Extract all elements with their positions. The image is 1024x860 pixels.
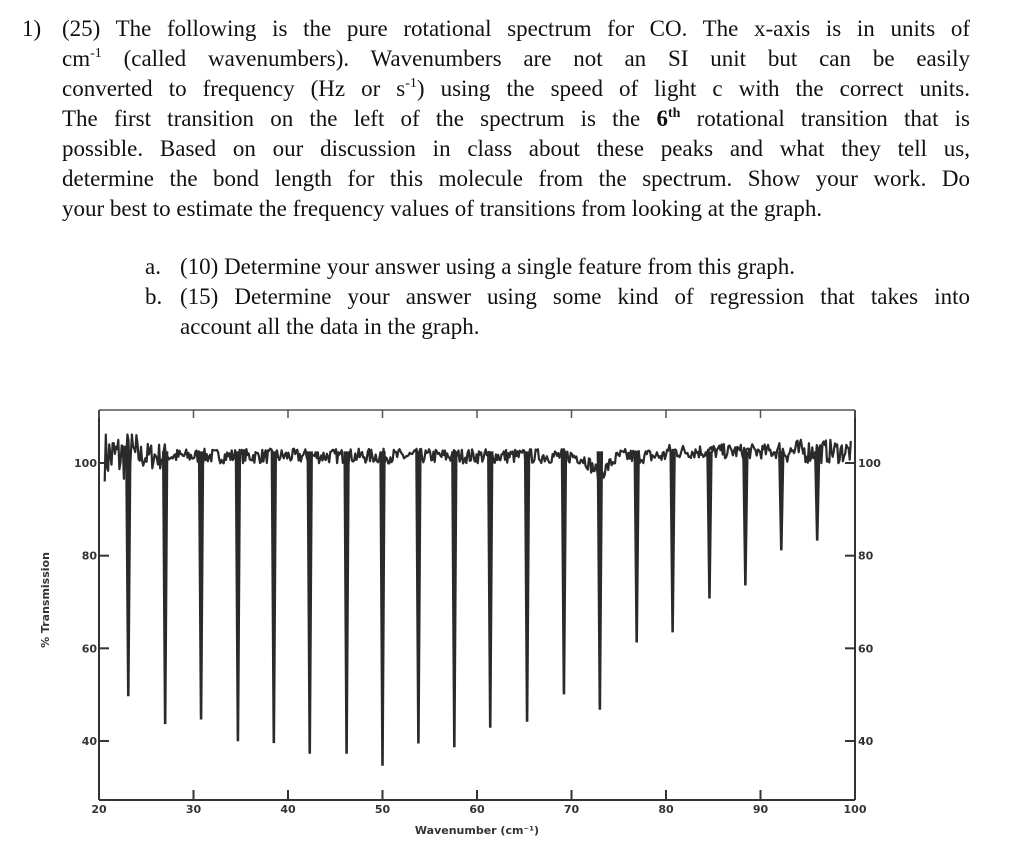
absorption-peak (306, 451, 313, 754)
x-tick-label: 50 (375, 803, 391, 816)
y-tick-label-right: 60 (858, 642, 874, 655)
question-line: The first transition on the left of the … (62, 106, 971, 131)
absorption-peak (560, 451, 568, 695)
absorption-peak (814, 451, 821, 541)
part-b-cont: account all the data in the graph. (180, 314, 480, 339)
absorption-peak (415, 451, 422, 744)
absorption-peak (778, 451, 785, 551)
x-axis-label: Wavenumber (cm⁻¹) (415, 824, 539, 837)
question-number: 1) (22, 16, 42, 41)
x-tick-label: 60 (469, 803, 485, 816)
y-axis-label: % Transmission (39, 552, 52, 648)
x-tick-label: 80 (658, 803, 674, 816)
absorption-peak (523, 451, 531, 722)
absorption-peak (125, 451, 132, 697)
absorption-peak (379, 451, 386, 766)
absorption-peak (596, 451, 604, 710)
x-tick-label: 100 (844, 803, 867, 816)
absorption-peak (343, 451, 350, 754)
absorption-peak (706, 451, 713, 599)
y-tick-label-right: 40 (858, 735, 874, 748)
question-line: converted to frequency (Hz or s-1) using… (62, 76, 970, 101)
absorption-peak (270, 451, 278, 744)
question-text: (25) The following is the pure rotationa… (62, 14, 970, 224)
absorption-peak (161, 451, 169, 725)
y-tick-label: 80 (82, 550, 98, 563)
question-line: cm-1 (called wavenumbers). Wavenumbers a… (62, 46, 970, 71)
x-tick-label: 30 (186, 803, 202, 816)
question-line: possible. Based on our discussion in cla… (62, 136, 970, 161)
part-b: b. (15) Determine your answer using some… (145, 284, 970, 309)
absorption-peak (742, 451, 749, 586)
absorption-peak (234, 451, 242, 742)
question-line: your best to estimate the frequency valu… (62, 196, 823, 221)
y-tick-label: 60 (82, 642, 98, 655)
part-a: a. (10) Determine your answer using a si… (145, 254, 796, 279)
question-line: (25) The following is the pure rotationa… (62, 16, 970, 41)
y-tick-label-right: 100 (858, 457, 881, 470)
absorption-peak (451, 451, 458, 748)
y-tick-label: 100 (74, 457, 97, 470)
x-tick-label: 70 (564, 803, 580, 816)
x-tick-label: 20 (91, 803, 107, 816)
y-tick-label-right: 80 (858, 550, 874, 563)
x-tick-label: 40 (280, 803, 296, 816)
absorption-peak (487, 451, 494, 728)
absorption-peak (197, 451, 205, 720)
spectrum-baseline (103, 433, 852, 482)
absorption-peak (633, 451, 640, 643)
x-tick-label: 90 (753, 803, 769, 816)
question-line: determine the bond length for this molec… (62, 166, 970, 191)
absorption-peak (669, 451, 676, 633)
y-tick-label: 40 (82, 735, 98, 748)
question-parts: a. (10) Determine your answer using a si… (145, 252, 970, 342)
